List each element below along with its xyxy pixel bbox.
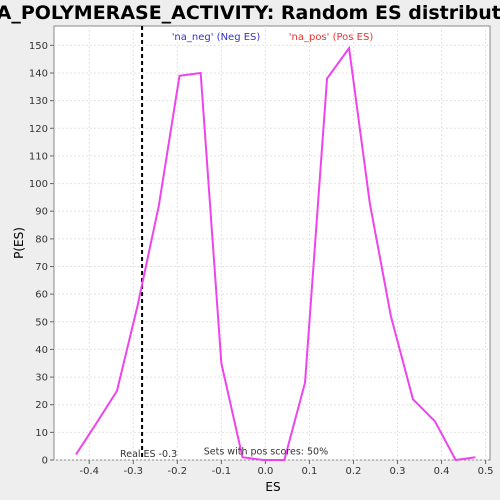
x-axis: -0.4 -0.3 -0.2 -0.1 0.0 0.1 0.2 0.3 0.4 0.5 [79,460,494,477]
x-axis-label: ES [265,480,280,494]
real-es-annotation: Real ES -0.3 [120,449,177,460]
y-tick-label: 90 [35,207,48,218]
chart-title: RNA_POLYMERASE_ACTIVITY: Random ES distr… [0,2,500,24]
x-tick-label: 0.5 [478,466,494,477]
x-tick-label: -0.3 [124,466,144,477]
y-tick-label: 100 [29,179,48,190]
series-line [75,45,476,462]
y-tick-label: 60 [35,290,48,301]
pos-scores-annotation: Sets with pos scores: 50% [204,446,328,457]
legend-neg: 'na_neg' (Neg ES) [172,32,261,43]
y-axis-label: P(ES) [12,227,26,259]
x-tick-label: -0.1 [212,466,232,477]
y-tick-label: 10 [35,428,48,439]
y-axis: 0 10 20 30 40 50 60 70 80 90 100 110 120 130 140 150 [29,41,54,467]
x-tick-label: 0.1 [301,466,317,477]
y-tick-label: 140 [29,68,48,79]
legend-pos: 'na_pos' (Pos ES) [289,32,374,43]
y-tick-label: 30 [35,373,48,384]
x-tick-label: -0.2 [168,466,188,477]
x-tick-label: -0.4 [79,466,99,477]
y-tick-label: 120 [29,124,48,135]
y-tick-label: 40 [35,345,48,356]
y-tick-label: 150 [29,41,48,52]
y-tick-label: 20 [35,400,48,411]
plot-area [53,25,491,461]
y-tick-label: 80 [35,234,48,245]
x-tick-label: 0.3 [390,466,406,477]
y-tick-label: 0 [42,456,48,467]
x-tick-label: 0.0 [257,466,273,477]
y-tick-label: 130 [29,96,48,107]
x-tick-label: 0.4 [434,466,450,477]
x-tick-label: 0.2 [346,466,362,477]
y-tick-label: 50 [35,317,48,328]
y-tick-label: 70 [35,262,48,273]
y-tick-label: 110 [29,151,48,162]
